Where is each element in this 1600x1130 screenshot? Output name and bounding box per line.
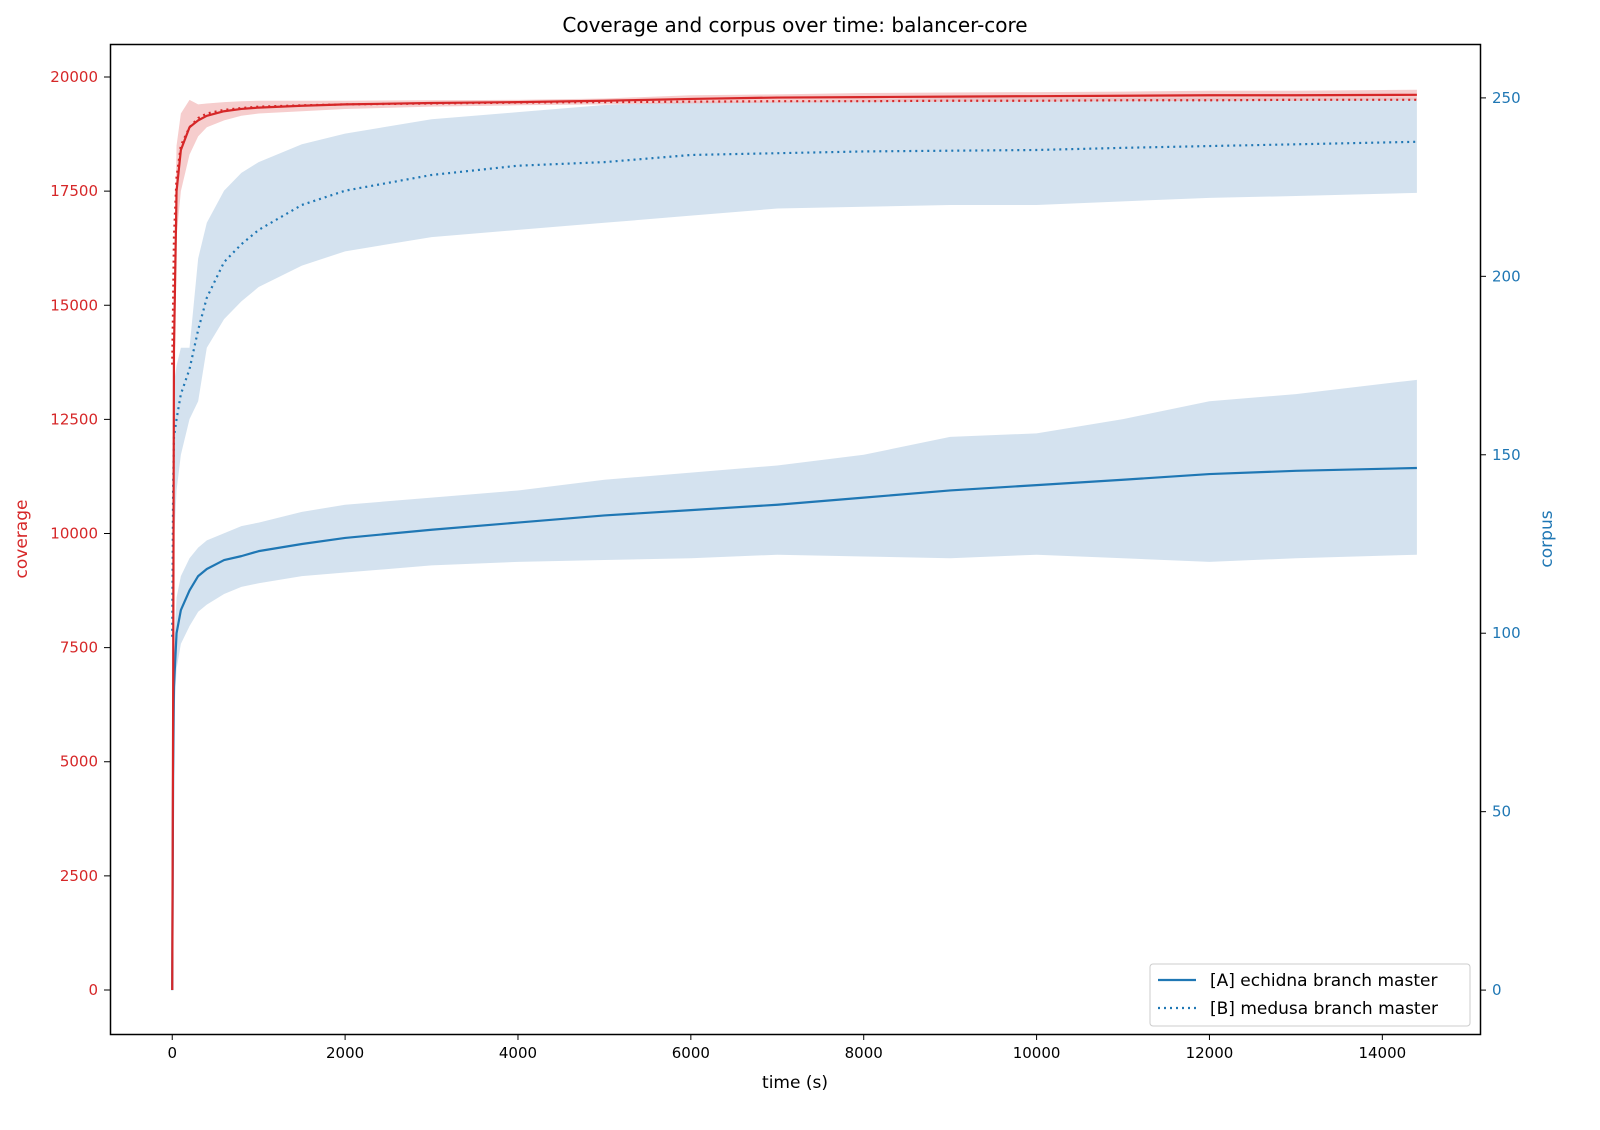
x-tick-label: 0 [167, 1044, 177, 1062]
y-axis-right-label: corpus [1537, 510, 1557, 567]
y-right-tick-label: 250 [1492, 89, 1521, 107]
y-right-tick-label: 200 [1492, 267, 1521, 285]
x-tick-label: 2000 [326, 1044, 364, 1062]
y-axis-left-label: coverage [12, 500, 32, 579]
chart-title: Coverage and corpus over time: balancer-… [562, 13, 1027, 37]
y-left-tick-label: 20000 [50, 68, 98, 86]
legend-label-b: [B] medusa branch master [1210, 999, 1438, 1019]
x-tick-label: 12000 [1186, 1044, 1234, 1062]
y-left-tick-label: 10000 [50, 524, 98, 542]
y-left-tick-label: 0 [88, 981, 98, 999]
y-left-tick-label: 15000 [50, 296, 98, 314]
band-corpus-solid [172, 380, 1417, 990]
y-left-tick-label: 5000 [60, 753, 98, 771]
band-corpus-dotted [172, 98, 1417, 669]
y-right-tick-label: 150 [1492, 446, 1521, 464]
x-tick-label: 14000 [1358, 1044, 1406, 1062]
x-tick-label: 10000 [1013, 1044, 1061, 1062]
y-left-tick-label: 7500 [60, 639, 98, 657]
x-axis-label: time (s) [762, 1073, 828, 1093]
y-left-tick-label: 2500 [60, 867, 98, 885]
legend: [A] echidna branch master [B] medusa bra… [1150, 964, 1470, 1026]
legend-label-a: [A] echidna branch master [1210, 971, 1437, 991]
y-right-tick-label: 50 [1492, 803, 1511, 821]
y-right-tick-label: 100 [1492, 624, 1521, 642]
y-left-tick-label: 12500 [50, 410, 98, 428]
x-tick-label: 4000 [499, 1044, 537, 1062]
y-right-tick-label: 0 [1492, 981, 1502, 999]
x-tick-label: 8000 [845, 1044, 883, 1062]
y-left-tick-label: 17500 [50, 182, 98, 200]
x-tick-label: 6000 [672, 1044, 710, 1062]
